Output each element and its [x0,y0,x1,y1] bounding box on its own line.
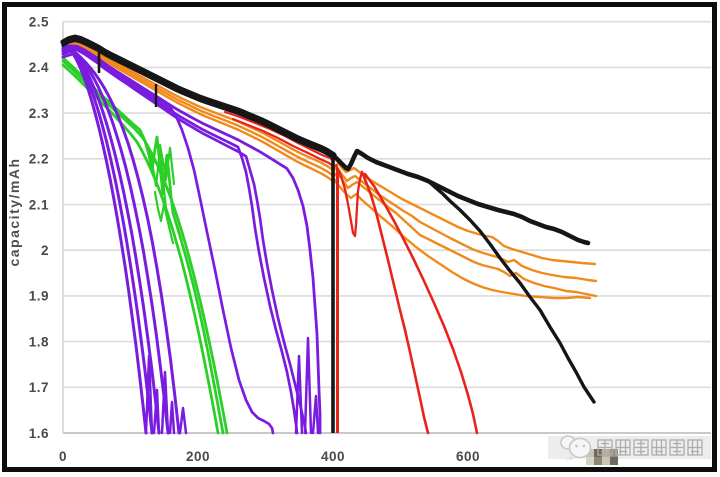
svg-text:600: 600 [456,449,480,464]
svg-text:2: 2 [41,243,49,258]
svg-text:1.6: 1.6 [29,426,49,441]
svg-text:400: 400 [321,449,345,464]
svg-text:200: 200 [186,449,210,464]
svg-text:capacity/mAh: capacity/mAh [6,157,22,266]
svg-text:0: 0 [59,449,67,464]
svg-text:2.2: 2.2 [29,152,49,167]
svg-text:1.9: 1.9 [29,289,49,304]
svg-text:2.4: 2.4 [29,60,49,75]
svg-text:2.5: 2.5 [29,15,49,30]
svg-text:1.8: 1.8 [29,334,49,349]
svg-text:2.1: 2.1 [29,197,49,212]
svg-text:2.3: 2.3 [29,106,49,121]
svg-text:1.7: 1.7 [29,380,49,395]
